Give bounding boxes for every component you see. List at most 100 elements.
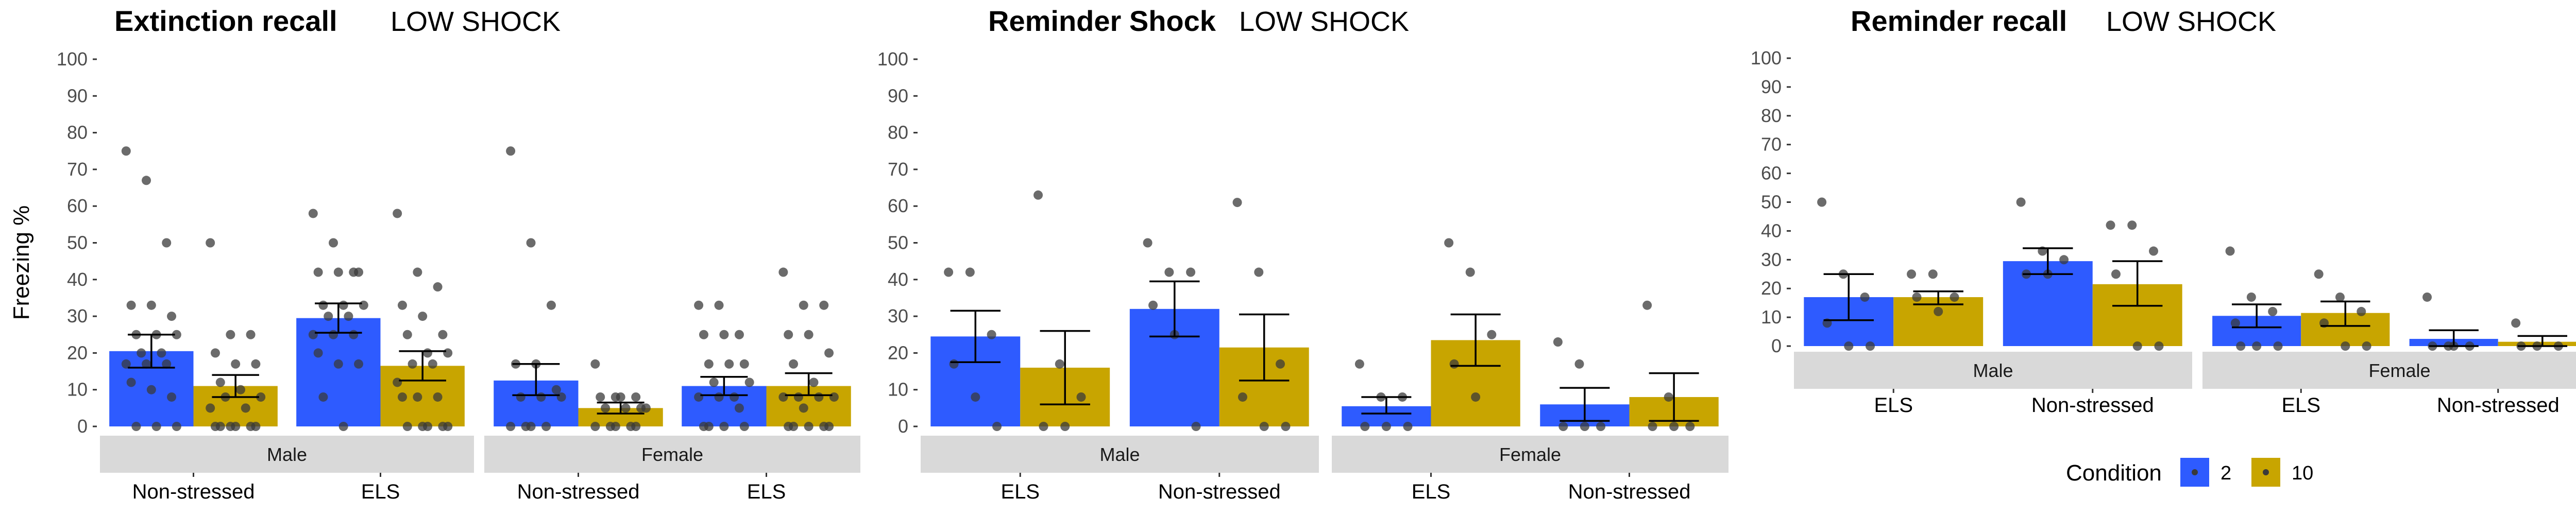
data-point [318, 392, 328, 402]
y-tick-label: 60 [67, 195, 88, 216]
data-point [1281, 422, 1291, 431]
data-point [2422, 292, 2432, 302]
data-point [1381, 422, 1391, 431]
y-tick-label: 100 [1751, 47, 1782, 68]
data-point [338, 300, 348, 310]
data-point [354, 359, 364, 369]
data-point [2132, 341, 2142, 351]
y-tick-label: 10 [67, 379, 88, 400]
data-point [992, 422, 1002, 431]
data-point [121, 359, 131, 369]
data-point [146, 385, 156, 394]
data-point [778, 392, 788, 402]
data-point [739, 422, 749, 431]
data-point [235, 385, 245, 394]
data-point [1487, 330, 1497, 339]
data-point [1238, 392, 1247, 402]
legend-label: 2 [2221, 462, 2231, 484]
data-point [313, 348, 323, 358]
data-point [167, 392, 177, 402]
data-point [526, 422, 536, 431]
data-point [215, 377, 225, 387]
data-point [590, 422, 600, 431]
data-point [241, 403, 250, 413]
data-point [433, 392, 443, 402]
data-point [433, 282, 443, 292]
data-point [1076, 392, 1086, 402]
data-point [206, 403, 215, 413]
data-point [516, 392, 526, 402]
data-point [1449, 359, 1459, 369]
data-point [804, 422, 814, 431]
data-point [694, 392, 704, 402]
data-point [162, 359, 172, 369]
data-point [1664, 392, 1673, 402]
y-tick-label: 10 [1761, 306, 1782, 328]
data-point [944, 267, 954, 277]
data-point [413, 392, 422, 402]
data-point [541, 422, 551, 431]
data-point [121, 146, 131, 156]
data-point [1648, 422, 1657, 431]
x-tick-label: ELS [2281, 394, 2320, 417]
facet-label: Male [267, 444, 307, 465]
data-point [730, 392, 739, 402]
data-point [251, 359, 261, 369]
y-tick-label: 0 [1771, 335, 1782, 356]
data-point [308, 209, 318, 218]
data-point [418, 312, 428, 321]
data-point [704, 422, 714, 431]
data-point [226, 330, 235, 339]
data-point [338, 422, 348, 431]
data-point [734, 403, 744, 413]
data-point [1191, 422, 1201, 431]
data-point [601, 403, 611, 413]
data-point [824, 422, 834, 431]
data-point [210, 348, 220, 358]
data-point [151, 422, 161, 431]
y-tick-label: 50 [888, 232, 908, 253]
y-tick-label: 70 [1761, 134, 1782, 155]
data-point [641, 403, 651, 413]
data-point [428, 359, 437, 369]
x-tick-label: Non-stressed [2031, 394, 2154, 417]
data-point [2362, 341, 2371, 351]
data-point [546, 300, 556, 310]
legend-key-point [2263, 469, 2269, 475]
y-tick-label: 30 [67, 305, 88, 327]
y-tick-label: 20 [888, 342, 908, 363]
data-point [422, 422, 432, 431]
data-point [1934, 306, 1943, 316]
data-point [2106, 220, 2115, 230]
data-point [704, 359, 714, 369]
y-tick-label: 90 [1761, 76, 1782, 97]
data-point [536, 392, 546, 402]
data-point [359, 300, 368, 310]
data-point [329, 238, 338, 248]
data-point [1465, 267, 1475, 277]
data-point [172, 330, 181, 339]
data-point [784, 330, 793, 339]
y-tick-label: 30 [888, 305, 908, 327]
data-point [142, 359, 151, 369]
facet-label: Male [1099, 444, 1140, 465]
data-point [2230, 318, 2240, 328]
data-point [172, 422, 181, 431]
facet-strip [921, 436, 1319, 473]
data-point [422, 348, 432, 358]
data-point [1950, 292, 1959, 302]
data-point [1186, 267, 1196, 277]
data-point [1055, 359, 1064, 369]
panel-subtitle: LOW SHOCK [391, 6, 561, 37]
data-point [393, 209, 402, 218]
data-point [1276, 359, 1285, 369]
data-point [1143, 238, 1153, 248]
data-point [799, 300, 808, 310]
data-point [709, 377, 719, 387]
data-point [621, 403, 631, 413]
data-point [2273, 341, 2283, 351]
y-tick-label: 30 [1761, 249, 1782, 270]
y-tick-label: 100 [877, 48, 908, 70]
data-point [162, 238, 172, 248]
